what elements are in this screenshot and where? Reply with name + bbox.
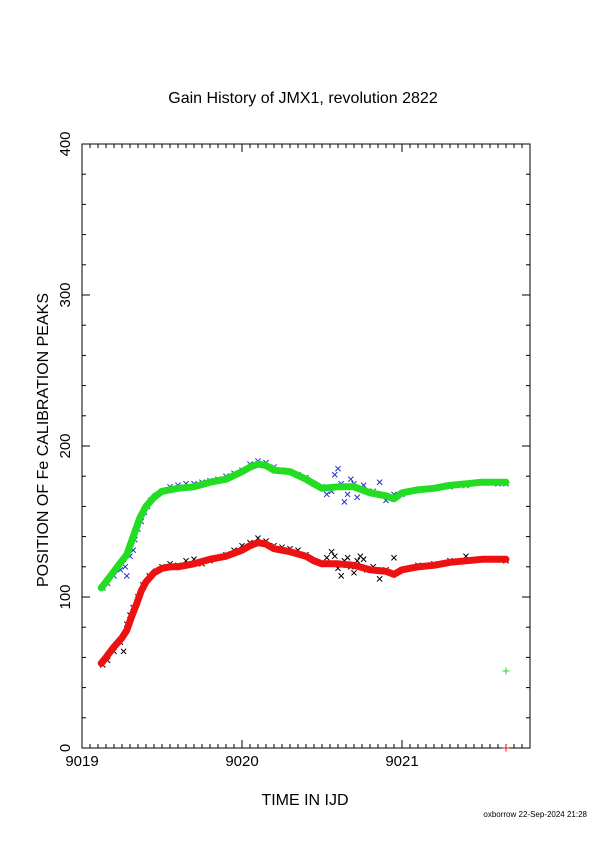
data-point-x: [344, 554, 351, 561]
data-point-x: [354, 494, 361, 501]
data-point-x: [391, 554, 397, 561]
y-tick-label: 200: [57, 433, 74, 458]
y-tick-label: 300: [57, 282, 74, 307]
data-point-x: [344, 491, 351, 498]
x-tick-label: 9020: [225, 753, 258, 770]
data-point-x: [328, 548, 335, 555]
plot-area: 0 100 200 300 400 9019 9020 9021: [57, 131, 531, 770]
y-axis-label: POSITION OF Fe CALIBRATION PEAKS: [35, 293, 52, 587]
series-line-2: [97, 460, 510, 592]
data-point-x: [331, 471, 338, 478]
y-tick-label: 400: [57, 131, 74, 156]
data-point-x: [323, 554, 330, 561]
data-point-x: [376, 479, 383, 486]
data-point-plus: [502, 744, 510, 752]
x-tick-label: 9019: [65, 753, 98, 770]
data-point-plus: [502, 667, 510, 675]
plot-frame: [81, 143, 531, 749]
y-tick-label: 0: [57, 744, 74, 752]
data-point-x: [122, 563, 129, 570]
data-point-x: [376, 575, 383, 582]
data-point-x: [123, 572, 130, 579]
x-axis-label: TIME IN IJD: [261, 792, 348, 809]
data-point-x: [331, 553, 338, 560]
series-line-3: [97, 539, 510, 667]
data-point-x: [338, 572, 345, 579]
data-point-x: [323, 491, 330, 498]
data-point-x: [120, 648, 127, 655]
data-point-x: [341, 498, 348, 505]
chart-title: Gain History of JMX1, revolution 2822: [168, 90, 438, 107]
data-point-x: [360, 556, 367, 563]
data-point-x: [335, 465, 341, 472]
footer-credit: oxborrow 22-Sep-2024 21:28: [483, 810, 587, 819]
data-point-x: [347, 476, 354, 483]
x-tick-label: 9021: [385, 753, 418, 770]
data-point-x: [351, 569, 357, 576]
y-tick-label: 100: [57, 584, 74, 609]
